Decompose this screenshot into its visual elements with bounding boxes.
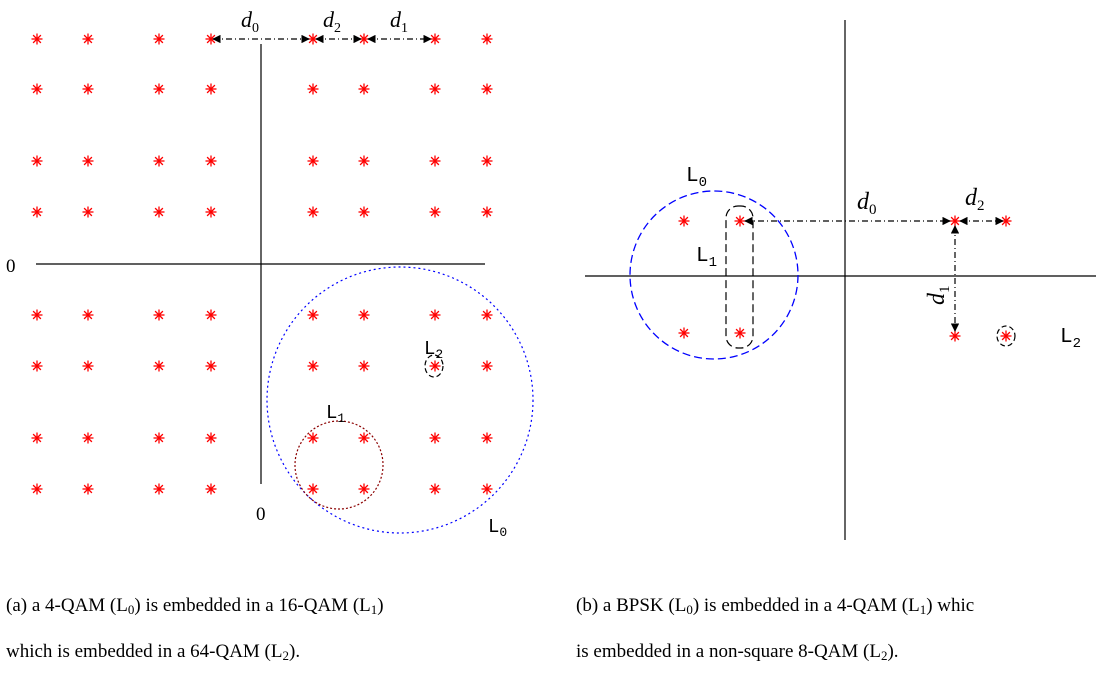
constellation-point bbox=[307, 360, 319, 372]
constellation-point bbox=[481, 83, 493, 95]
constellation-point bbox=[481, 360, 493, 372]
constellation-point bbox=[205, 309, 217, 321]
constellation-point bbox=[31, 83, 43, 95]
constellation-point bbox=[205, 206, 217, 218]
panel-b-L1-box bbox=[725, 205, 754, 349]
constellation-point bbox=[307, 83, 319, 95]
constellation-point bbox=[734, 327, 746, 339]
constellation-point bbox=[82, 33, 94, 45]
panel-a-L2-label: L2 bbox=[424, 338, 443, 362]
constellation-point bbox=[429, 360, 441, 372]
constellation-point bbox=[205, 483, 217, 495]
panel-b-8qam: d0 d2 d1 L0 L1 L2 bbox=[585, 20, 1096, 540]
constellation-point bbox=[31, 206, 43, 218]
panel-b-d2-label: d2 bbox=[965, 185, 985, 214]
constellation-point bbox=[82, 432, 94, 444]
panel-b-d0-label: d0 bbox=[857, 189, 877, 218]
panel-b-caption-line2: is embedded in a non-square 8-QAM (L2). bbox=[576, 641, 899, 663]
constellation-point bbox=[31, 483, 43, 495]
constellation-point bbox=[153, 33, 165, 45]
constellation-point bbox=[481, 155, 493, 167]
panel-b-caption: (b) a BPSK (L0) is embedded in a 4-QAM (… bbox=[576, 583, 974, 675]
constellation-point bbox=[481, 483, 493, 495]
constellation-point bbox=[358, 206, 370, 218]
constellation-point bbox=[205, 360, 217, 372]
constellation-point bbox=[82, 483, 94, 495]
panel-b-L2-label: L2 bbox=[1060, 326, 1081, 352]
constellation-point bbox=[949, 330, 961, 342]
panel-a-L1-circle bbox=[294, 420, 384, 510]
constellation-point bbox=[429, 432, 441, 444]
panel-a-d2-label: d2 bbox=[323, 7, 341, 36]
constellation-point bbox=[734, 215, 746, 227]
constellation-point bbox=[949, 215, 961, 227]
constellation-point bbox=[82, 155, 94, 167]
constellation-point bbox=[481, 206, 493, 218]
panel-a-L2-circle bbox=[424, 354, 444, 378]
panel-a-caption-line1: (a) a 4-QAM (L0) is embedded in a 16-QAM… bbox=[6, 595, 384, 617]
constellation-point bbox=[153, 483, 165, 495]
constellation-point bbox=[31, 309, 43, 321]
constellation-point bbox=[358, 309, 370, 321]
constellation-point bbox=[481, 432, 493, 444]
panel-b-caption-line1: (b) a BPSK (L0) is embedded in a 4-QAM (… bbox=[576, 595, 975, 617]
panel-b-L1-label: L1 bbox=[696, 245, 717, 271]
constellation-point bbox=[31, 33, 43, 45]
constellation-point bbox=[205, 83, 217, 95]
panel-b-L0-label: L0 bbox=[686, 165, 707, 191]
constellation-point bbox=[429, 483, 441, 495]
panel-a-d0-label: d0 bbox=[241, 7, 259, 36]
constellation-point bbox=[358, 83, 370, 95]
constellation-point bbox=[307, 309, 319, 321]
constellation-point bbox=[205, 432, 217, 444]
constellation-point bbox=[31, 432, 43, 444]
constellation-point bbox=[429, 206, 441, 218]
constellation-point bbox=[82, 83, 94, 95]
constellation-point bbox=[31, 360, 43, 372]
constellation-point bbox=[307, 432, 319, 444]
constellation-point bbox=[358, 155, 370, 167]
panel-a-L0-label: L0 bbox=[488, 516, 507, 540]
constellation-point bbox=[153, 309, 165, 321]
panel-a-caption-line2: which is embedded in a 64-QAM (L2). bbox=[6, 641, 301, 663]
constellation-point bbox=[678, 327, 690, 339]
constellation-point bbox=[153, 206, 165, 218]
constellation-point bbox=[481, 309, 493, 321]
constellation-point bbox=[82, 360, 94, 372]
constellation-point bbox=[307, 155, 319, 167]
constellation-point bbox=[358, 360, 370, 372]
panel-a-caption: (a) a 4-QAM (L0) is embedded in a 16-QAM… bbox=[6, 583, 384, 675]
constellation-point bbox=[153, 83, 165, 95]
constellation-point bbox=[82, 206, 94, 218]
constellation-point bbox=[678, 215, 690, 227]
constellation-point bbox=[307, 206, 319, 218]
constellation-point bbox=[358, 483, 370, 495]
panel-a-origin-bottom-label: 0 bbox=[256, 504, 266, 525]
panel-b-L0-circle bbox=[629, 190, 799, 360]
panel-b-points bbox=[678, 215, 1012, 342]
panel-a-origin-left-label: 0 bbox=[6, 256, 16, 277]
constellation-point bbox=[153, 155, 165, 167]
constellation-point bbox=[153, 432, 165, 444]
constellation-point bbox=[429, 309, 441, 321]
constellation-point bbox=[358, 432, 370, 444]
constellation-point bbox=[31, 155, 43, 167]
panel-a-L0-circle bbox=[266, 266, 534, 534]
constellation-point bbox=[429, 33, 441, 45]
constellation-point bbox=[82, 309, 94, 321]
constellation-point bbox=[429, 155, 441, 167]
constellation-point bbox=[205, 155, 217, 167]
constellation-point bbox=[1000, 330, 1012, 342]
panel-b-L2-circle bbox=[996, 325, 1016, 347]
panel-b-d1-label: d1 bbox=[924, 286, 953, 306]
panel-a-64qam: 0 0 d0 d2 d1 L1 L2 L0 bbox=[6, 7, 534, 540]
constellation-point bbox=[307, 483, 319, 495]
panel-a-d1-label: d1 bbox=[390, 7, 408, 36]
constellation-point bbox=[429, 83, 441, 95]
constellation-point bbox=[481, 33, 493, 45]
constellation-point bbox=[153, 360, 165, 372]
panel-a-L1-label: L1 bbox=[326, 402, 345, 426]
